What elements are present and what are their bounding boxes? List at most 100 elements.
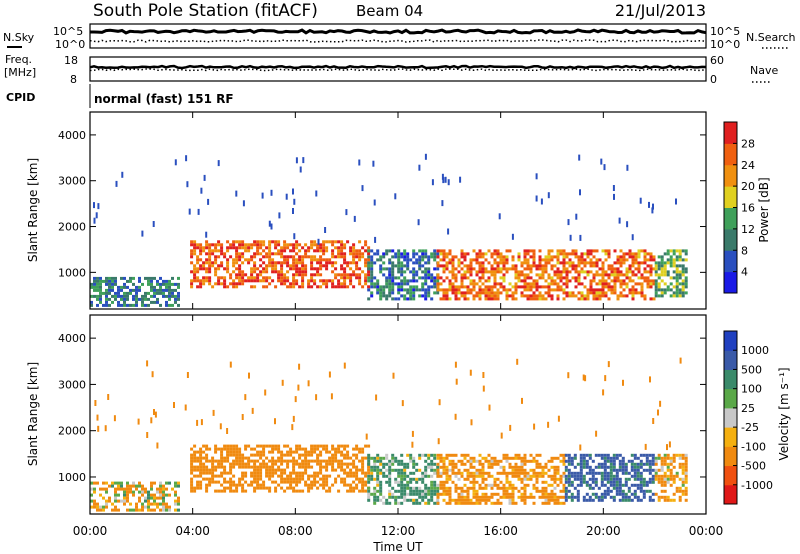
echo-cell [367, 453, 371, 457]
echo-cell [376, 249, 380, 253]
echo-cell [283, 489, 287, 493]
nave-right-tick-top: 60 [710, 54, 724, 67]
echo-cell [316, 246, 320, 250]
echo-cell [438, 399, 441, 406]
echo-cell [454, 288, 458, 292]
echo-cell [571, 252, 575, 256]
echo-cell [505, 459, 509, 463]
echo-cell [645, 483, 649, 487]
echo-cell [337, 450, 341, 454]
echo-cell [445, 291, 449, 295]
echo-cell [331, 240, 335, 244]
echo-cell [226, 486, 230, 490]
echo-cell [322, 459, 326, 463]
echo-cell [226, 285, 230, 289]
echo-cell [472, 297, 476, 301]
echo-cell [111, 279, 114, 283]
echo-cell [559, 453, 563, 457]
echo-cell [253, 462, 257, 466]
echo-cell [90, 303, 93, 307]
echo-cell [514, 276, 518, 280]
echo-cell [331, 456, 335, 460]
echo-cell [241, 471, 245, 475]
echo-cell [391, 297, 395, 301]
echo-cell [304, 471, 308, 475]
echo-cell [313, 249, 317, 253]
echo-cell [451, 264, 455, 268]
echo-cell [544, 462, 548, 466]
echo-cell [621, 489, 625, 493]
echo-cell [588, 465, 592, 469]
echo-cell [304, 270, 308, 274]
echo-cell [487, 459, 491, 463]
echo-cell [214, 267, 218, 271]
echo-cell [532, 474, 536, 478]
echo-cell [466, 285, 470, 289]
echo-cell [553, 486, 557, 490]
echo-cell [523, 498, 527, 502]
echo-cell [193, 450, 197, 454]
echo-cell [214, 468, 218, 472]
echo-cell [556, 285, 560, 289]
echo-cell [126, 294, 129, 298]
echo-cell [205, 258, 209, 262]
echo-cell [663, 480, 667, 484]
echo-cell [400, 501, 404, 505]
echo-cell [466, 474, 470, 478]
echo-cell [298, 243, 302, 247]
echo-cell [346, 450, 350, 454]
echo-cell [313, 258, 317, 262]
echo-cell [454, 285, 458, 289]
echo-cell [600, 471, 604, 475]
echo-cell [564, 492, 568, 496]
echo-cell [370, 264, 374, 268]
echo-cell [190, 279, 194, 283]
echo-cell [633, 495, 637, 499]
echo-cell [186, 372, 189, 378]
echo-cell [223, 468, 227, 472]
echo-cell [454, 294, 458, 298]
echo-cell [205, 468, 209, 472]
echo-cell [672, 285, 676, 289]
echo-cell [529, 477, 533, 481]
echo-cell [487, 249, 491, 253]
echo-cell [649, 282, 653, 286]
echo-cell [651, 456, 655, 460]
echo-cell [135, 288, 138, 292]
echo-cell [583, 285, 587, 289]
echo-cell [603, 474, 607, 478]
echo-cell [229, 489, 233, 493]
echo-cell [457, 261, 461, 265]
echo-cell [463, 483, 467, 487]
echo-cell [361, 480, 365, 484]
echo-cell [379, 498, 383, 502]
echo-cell [250, 459, 254, 463]
echo-cell [268, 240, 272, 244]
echo-cell [262, 453, 266, 457]
echo-cell [475, 270, 479, 274]
echo-cell [319, 477, 323, 481]
echo-cell [220, 462, 224, 466]
echo-cell [277, 240, 281, 244]
echo-cell [628, 288, 632, 292]
echo-cell [412, 255, 416, 259]
echo-cell [129, 279, 132, 283]
echo-cell [316, 261, 320, 265]
echo-cell [328, 240, 332, 244]
echo-cell [466, 471, 470, 475]
echo-cell [104, 425, 107, 432]
echo-cell [657, 261, 661, 265]
echo-cell [325, 489, 329, 493]
echo-cell [460, 486, 464, 490]
echo-cell [298, 267, 302, 271]
echo-cell [436, 495, 440, 499]
echo-cell [232, 462, 236, 466]
echo-cell [352, 447, 356, 451]
echo-cell [595, 270, 599, 274]
echo-cell [150, 300, 153, 304]
echo-cell [214, 447, 218, 451]
echo-cell [579, 480, 583, 484]
echo-cell [592, 291, 596, 295]
echo-cell [123, 303, 126, 307]
echo-cell [253, 489, 257, 493]
